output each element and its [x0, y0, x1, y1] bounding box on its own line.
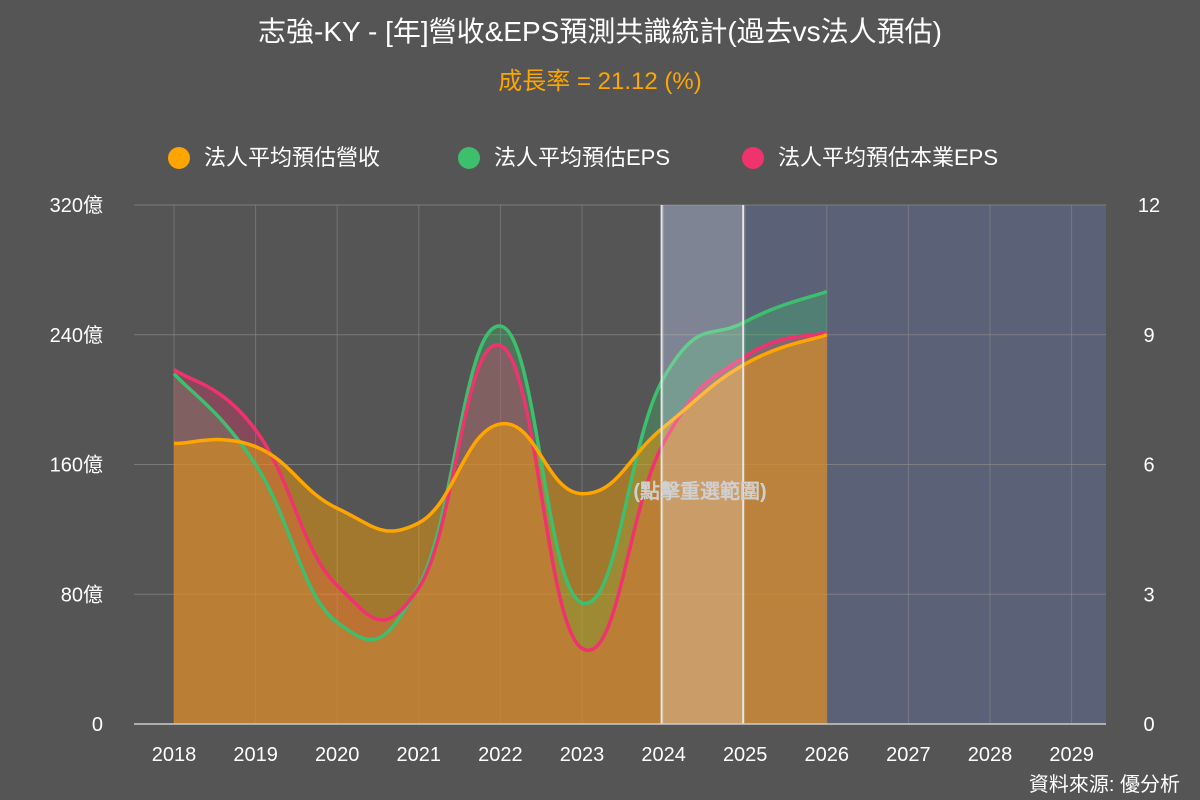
x-tick-label-2028: 2028	[968, 744, 1013, 766]
y-left-tick-label-1: 80億	[61, 583, 103, 606]
y-left-tick-label-0: 0	[92, 714, 103, 736]
x-tick-label-2027: 2027	[886, 744, 931, 766]
growth-rate-subtitle: 成長率 = 21.12 (%)	[498, 68, 702, 95]
chart-legend: 法人平均預估營收 法人平均預估EPS 法人平均預估本業EPS	[0, 143, 1200, 173]
x-tick-label-2029: 2029	[1049, 744, 1094, 766]
y-left-tick-label-4: 320億	[50, 194, 103, 217]
x-tick-label-2019: 2019	[233, 744, 278, 766]
selection-band-label[interactable]: (點擊重選範圍)	[633, 479, 766, 503]
x-tick-label-2018: 2018	[152, 744, 197, 766]
legend-label-revenue: 法人平均預估營收	[204, 145, 381, 170]
line-core-eps	[172, 330, 828, 652]
area-core-eps	[174, 332, 827, 724]
line-eps	[172, 289, 828, 642]
x-tick-label-2021: 2021	[397, 744, 442, 766]
legend-dot-revenue-icon	[168, 146, 190, 169]
x-tick-label-2025: 2025	[723, 744, 768, 766]
y-left-tick-label-3: 240億	[50, 324, 103, 347]
data-source-credit: 資料來源: 優分析	[1028, 774, 1180, 796]
chart-title: 志強-KY - [年]營收&EPS預測共識統計(過去vs法人預估)	[258, 16, 942, 47]
y-left-tick-label-2: 160億	[50, 454, 103, 477]
x-tick-label-2023: 2023	[560, 744, 605, 766]
line-revenue	[173, 333, 828, 533]
legend-dot-core-eps-icon	[742, 146, 764, 169]
legend-item-eps[interactable]: 法人平均預估EPS	[458, 143, 670, 173]
y-right-tick-label-1: 3	[1143, 584, 1154, 606]
legend-dot-eps-icon	[458, 146, 480, 169]
y-right-tick-label-4: 12	[1138, 195, 1160, 217]
x-tick-label-2024: 2024	[641, 744, 686, 766]
x-tick-label-2020: 2020	[315, 744, 360, 766]
x-tick-label-2022: 2022	[478, 744, 523, 766]
x-tick-label-2026: 2026	[805, 744, 850, 766]
y-right-tick-label-2: 6	[1143, 455, 1154, 477]
legend-label-eps: 法人平均預估EPS	[494, 145, 671, 170]
y-right-tick-label-0: 0	[1143, 714, 1154, 736]
selection-band[interactable]	[661, 205, 744, 724]
legend-item-revenue[interactable]: 法人平均預估營收	[168, 143, 380, 173]
legend-item-core-eps[interactable]: 法人平均預估本業EPS	[742, 143, 998, 173]
y-right-tick-label-3: 9	[1143, 325, 1154, 347]
legend-label-core-eps: 法人平均預估本業EPS	[778, 145, 999, 170]
area-eps	[174, 291, 827, 724]
area-revenue	[174, 334, 827, 724]
